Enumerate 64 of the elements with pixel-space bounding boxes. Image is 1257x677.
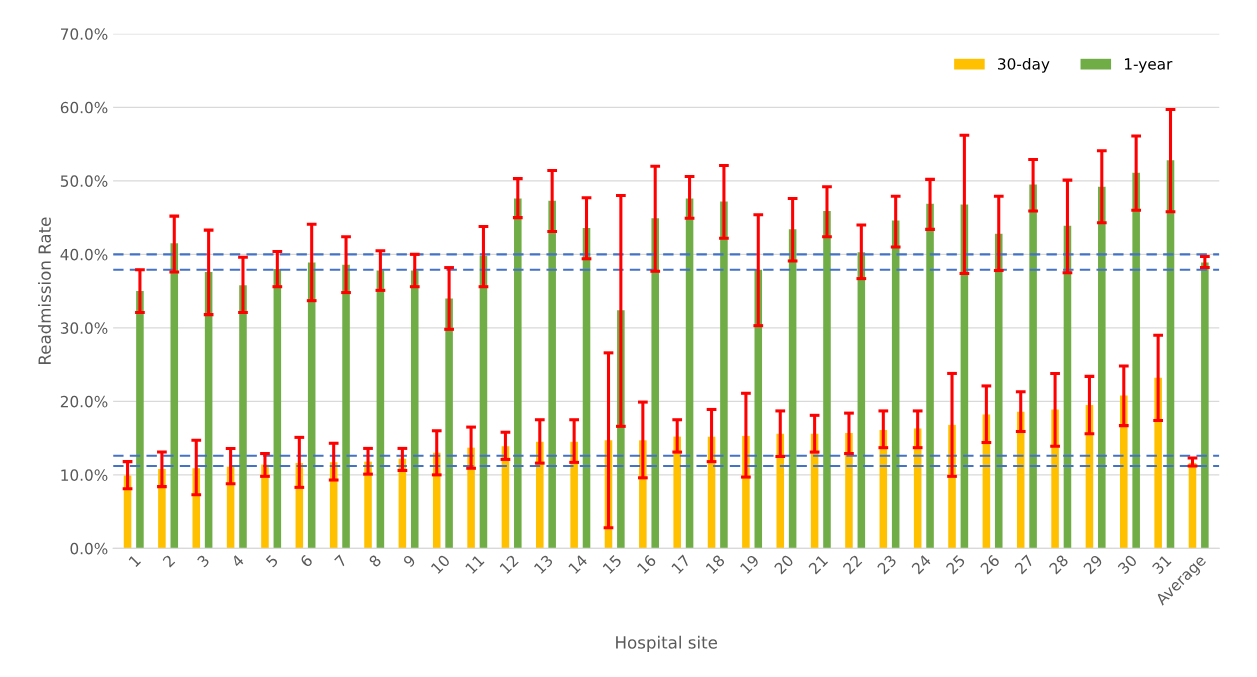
bar — [342, 264, 350, 549]
x-tick-label: 18 — [705, 554, 726, 575]
x-tick-label: 8 — [368, 554, 382, 568]
bar — [1016, 411, 1025, 549]
x-tick-label: 13 — [533, 554, 554, 575]
bar — [926, 203, 934, 549]
bar — [994, 233, 1003, 549]
y-tick-label: 40.0% — [60, 248, 108, 261]
y-tick-label: 0.0% — [70, 542, 108, 555]
x-tick-label: 23 — [876, 554, 897, 575]
x-tick-label: 14 — [568, 554, 588, 574]
x-tick-label: 28 — [1048, 554, 1069, 575]
x-tick-label: 24 — [911, 554, 932, 575]
bar — [514, 198, 522, 549]
y-tick-label: 60.0% — [60, 101, 108, 114]
bar — [445, 298, 453, 549]
x-tick-label: 27 — [1014, 554, 1035, 575]
x-tick-label: 4 — [230, 554, 245, 568]
x-tick-label: 9 — [402, 554, 417, 568]
bar — [261, 464, 269, 549]
y-axis-title: Readmission Rate — [38, 217, 51, 364]
x-tick-label: 7 — [334, 554, 348, 568]
x-tick-label: 10 — [430, 554, 451, 575]
y-tick-label: 50.0% — [60, 175, 108, 187]
x-tick-label: 19 — [739, 554, 760, 575]
bar — [170, 243, 179, 549]
x-tick-label: 30 — [1117, 554, 1138, 575]
x-tick-label: 16 — [636, 554, 657, 575]
x-tick-label: 26 — [979, 554, 1001, 575]
x-tick-label: 1 — [128, 554, 141, 568]
x-tick-label: 17 — [671, 554, 691, 574]
bar — [570, 441, 578, 549]
x-tick-label: 29 — [1082, 554, 1104, 575]
bar — [823, 210, 831, 549]
legend-label: 1-year — [1124, 58, 1173, 73]
x-tick-label: 11 — [465, 554, 485, 574]
x-tick-label: 22 — [842, 554, 863, 575]
x-tick-label: 21 — [808, 554, 829, 575]
x-tick-label: 12 — [499, 554, 519, 574]
bar — [410, 270, 419, 549]
x-axis-title: Hospital site — [616, 635, 718, 652]
y-tick-label: 10.0% — [61, 469, 108, 481]
bar — [720, 201, 728, 549]
bar — [754, 269, 763, 549]
x-tick-label: 15 — [602, 554, 623, 575]
bar — [651, 218, 659, 549]
bar — [1029, 184, 1037, 549]
x-tick-label: 3 — [196, 554, 210, 568]
x-tick-label: 20 — [773, 554, 795, 575]
bar — [673, 436, 681, 549]
x-tick-label: 5 — [265, 554, 279, 568]
bar — [136, 291, 144, 549]
bar — [239, 285, 247, 549]
y-tick-label: 70.0% — [60, 28, 108, 40]
y-tick-label: 30.0% — [60, 322, 108, 334]
x-tick-label: 6 — [299, 554, 314, 568]
legend-label: 30-day — [998, 57, 1050, 73]
x-tick-label: 2 — [162, 554, 176, 568]
bar — [1201, 262, 1209, 549]
bar — [548, 200, 556, 549]
bar — [1098, 186, 1106, 549]
y-tick-label: 20.0% — [60, 395, 108, 408]
bar — [1132, 172, 1140, 549]
x-tick-label: 25 — [945, 554, 966, 575]
